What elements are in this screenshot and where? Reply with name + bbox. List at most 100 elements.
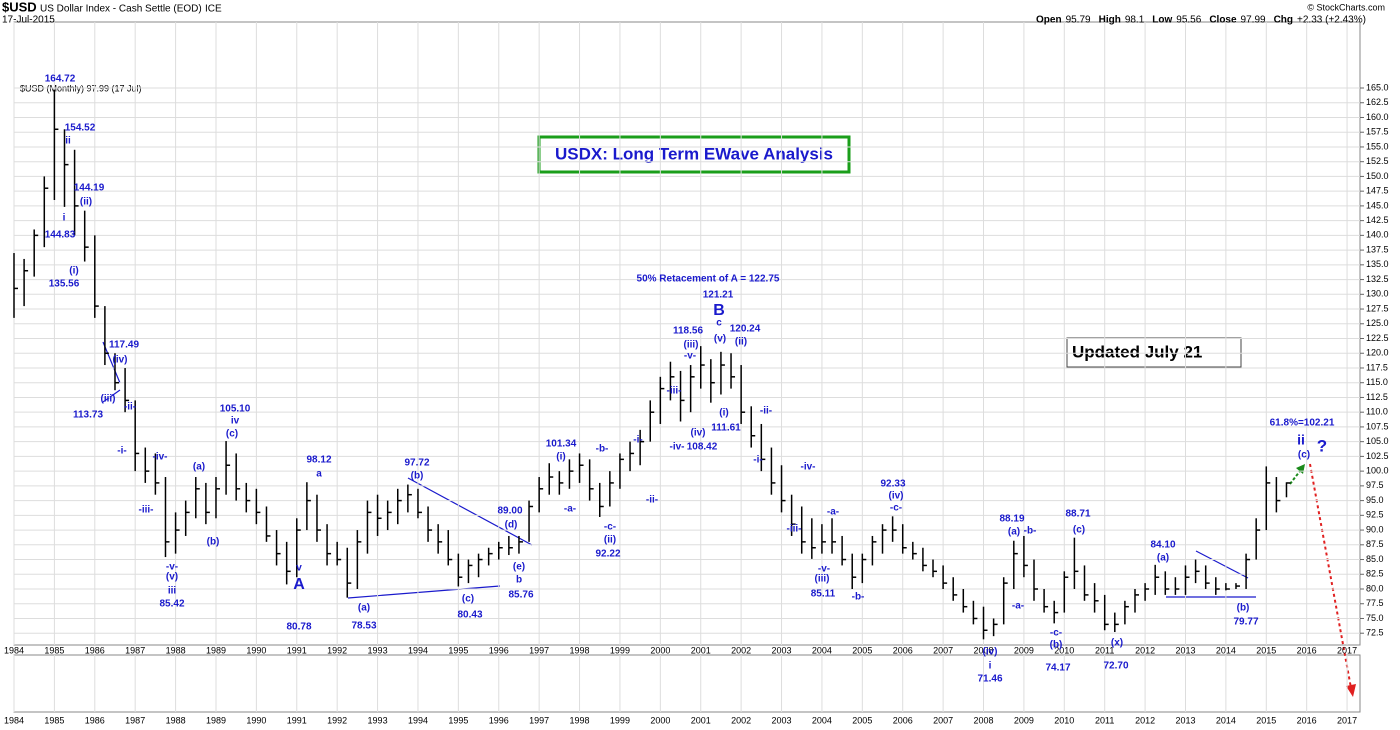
wave-label: 105.10 [220, 404, 251, 415]
wave-label: ? [1317, 436, 1327, 455]
x-tick-label: 1992 [327, 645, 347, 655]
y-tick-label: 162.5 [1366, 97, 1389, 107]
y-tick-label: 97.5 [1366, 480, 1384, 490]
wave-label: (ii) [604, 535, 616, 546]
trend-lines [102, 341, 1256, 599]
quote-value: +2.33 (+2.43%) [1297, 15, 1366, 26]
y-tick-label: 90.0 [1366, 524, 1384, 534]
wave-label: 92.22 [595, 549, 620, 560]
title: USDX: Long Term EWave Analysis [555, 144, 833, 163]
x-tick-label: 2009 [1014, 715, 1034, 725]
x-tick-label: 1993 [368, 715, 388, 725]
quote-label: Open [1036, 15, 1062, 26]
x-tick-label: 2013 [1175, 645, 1195, 655]
y-tick-label: 120.0 [1366, 348, 1389, 358]
wave-label: 79.77 [1233, 617, 1258, 628]
wave-label: 144.19 [74, 183, 105, 194]
x-tick-label: 2012 [1135, 715, 1155, 725]
x-tick-label: 1990 [246, 715, 266, 725]
x-tick-label: 2012 [1135, 645, 1155, 655]
wave-label: (x) [1111, 638, 1123, 649]
y-tick-label: 110.0 [1366, 407, 1388, 417]
wave-label: -v- [818, 564, 830, 575]
x-tick-label: 1997 [529, 715, 549, 725]
y-tick-label: 152.5 [1366, 156, 1389, 166]
wave-label: 85.76 [508, 590, 533, 601]
wave-label: (b) [1237, 603, 1250, 614]
wave-label: -i- [117, 446, 126, 457]
y-tick-label: 82.5 [1366, 569, 1384, 579]
y-tick-label: 145.0 [1366, 200, 1389, 210]
wave-label: -c- [1050, 628, 1062, 639]
x-tick-label: 1985 [44, 645, 64, 655]
x-tick-label: 2002 [731, 715, 751, 725]
x-tick-label: 2005 [852, 715, 872, 725]
x-tick-label: 1989 [206, 645, 226, 655]
wave-label: (c) [1073, 525, 1085, 536]
y-tick-label: 112.5 [1366, 392, 1388, 402]
wave-label: (i) [719, 408, 728, 419]
wave-label: (v) [714, 334, 726, 345]
y-tick-label: 130.0 [1366, 289, 1389, 299]
y-tick-label: 142.5 [1366, 215, 1389, 225]
quote-label: Close [1209, 15, 1237, 26]
wave-label: iii [168, 586, 177, 597]
x-tick-label: 2016 [1297, 645, 1317, 655]
x-tick-label: 1992 [327, 715, 347, 725]
wave-label: iv [231, 416, 240, 427]
wave-label: -a- [564, 504, 576, 515]
x-tick-label: 2014 [1216, 715, 1236, 725]
x-tick-label: 2000 [650, 715, 670, 725]
x-tick-label: 2015 [1256, 645, 1276, 655]
y-tick-label: 140.0 [1366, 230, 1389, 240]
wave-label: -c- [890, 503, 902, 514]
x-tick-label: 1985 [44, 715, 64, 725]
wave-label: (d) [505, 520, 518, 531]
wave-label: 113.73 [73, 410, 103, 421]
symbol: $USD [2, 0, 37, 14]
wave-label: 97.72 [404, 458, 429, 469]
x-tick-label: 1991 [287, 715, 307, 725]
x-tick-label: 2008 [973, 645, 993, 655]
y-tick-label: 132.5 [1366, 274, 1389, 284]
x-tick-label: 2013 [1175, 715, 1195, 725]
wave-label: 80.78 [286, 622, 311, 633]
wave-label: (i) [69, 266, 78, 277]
y-tick-label: 165.0 [1366, 82, 1389, 92]
wave-label: 111.61 [711, 423, 741, 434]
wave-label: -ii- [760, 406, 772, 417]
x-tick-label: 2004 [812, 645, 832, 655]
wave-label: (a) [1157, 553, 1169, 564]
lower-panel [13, 654, 1361, 713]
wave-label: 121.21 [703, 290, 734, 301]
x-tick-label: 1999 [610, 645, 630, 655]
x-tick-label: 1989 [206, 715, 226, 725]
wave-label: -iv- [670, 442, 685, 453]
wave-label: -b- [1024, 526, 1037, 537]
wave-label: (a) [193, 462, 205, 473]
wave-label: -iii- [667, 386, 682, 397]
wave-label: 120.24 [730, 324, 761, 335]
exchange: ICE [205, 4, 222, 15]
y-tick-label: 157.5 [1366, 127, 1389, 137]
grid [13, 22, 1360, 712]
x-tick-label: 1990 [246, 645, 266, 655]
x-tick-label: 2017 [1337, 645, 1357, 655]
x-tick-label: 1994 [408, 645, 428, 655]
note: Updated July 21 [1072, 342, 1202, 361]
wave-label: (iii) [815, 574, 830, 585]
x-tick-label: 2010 [1054, 645, 1074, 655]
wave-label: 154.52 [65, 123, 96, 134]
wave-label: (iv) [983, 647, 998, 658]
title-box [537, 135, 851, 174]
x-tick-label: 1993 [368, 645, 388, 655]
wave-label: 61.8%=102.21 [1270, 418, 1335, 429]
wave-label: v [296, 563, 302, 574]
wave-label: -a- [1012, 601, 1024, 612]
wave-label: b [516, 575, 522, 586]
y-tick-label: 75.0 [1366, 613, 1384, 623]
y-tick-label: 92.5 [1366, 510, 1384, 520]
wave-label: -b- [852, 592, 865, 603]
x-tick-label: 1998 [570, 645, 590, 655]
